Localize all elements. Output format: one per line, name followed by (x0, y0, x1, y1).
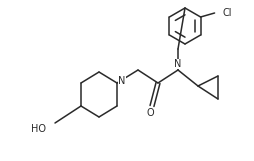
Text: O: O (146, 108, 154, 118)
Text: N: N (118, 76, 126, 86)
Text: HO: HO (30, 124, 45, 134)
Text: N: N (174, 59, 182, 69)
Text: Cl: Cl (223, 8, 232, 18)
